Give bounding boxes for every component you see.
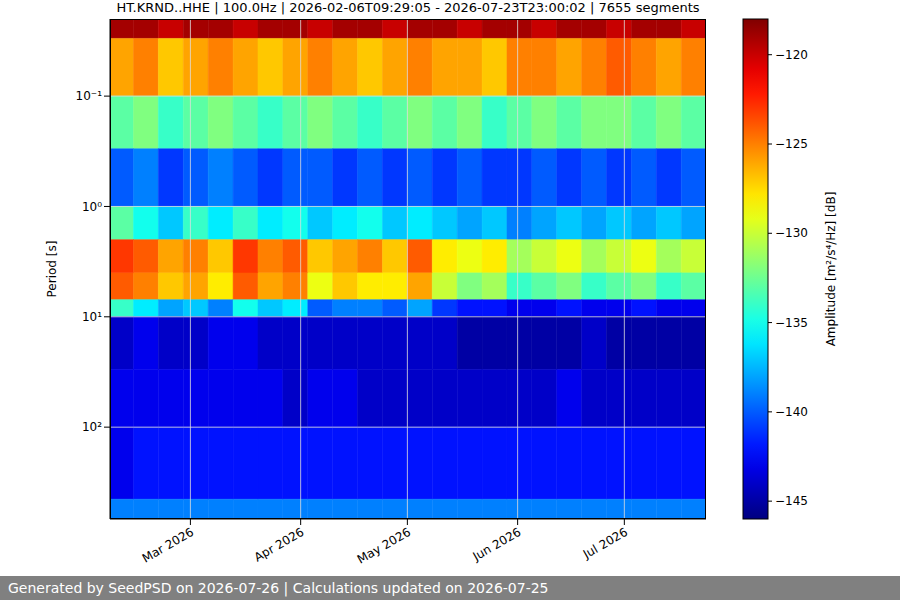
svg-text:Jun 2026: Jun 2026 xyxy=(470,525,524,564)
html-text:HT.KRND..HHE | 100.0Hz | 2026-: HT.KRND..HHE | 100.0Hz | 2026-02-06T09:2… xyxy=(116,0,700,15)
svg-text:10⁻¹: 10⁻¹ xyxy=(76,89,103,103)
svg-text:−140: −140 xyxy=(775,405,808,419)
svg-text:−125: −125 xyxy=(775,137,808,151)
svg-text:10²: 10² xyxy=(82,420,102,434)
svg-text:−130: −130 xyxy=(775,226,808,240)
svg-text:Period [s]: Period [s] xyxy=(45,241,59,298)
svg-text:−145: −145 xyxy=(775,494,808,508)
svg-text:Apr 2026: Apr 2026 xyxy=(252,525,307,565)
svg-text:May 2026: May 2026 xyxy=(355,525,413,567)
svg-text:10⁰: 10⁰ xyxy=(82,200,102,214)
svg-text:Amplitude [m²/s⁴/Hz] [dB]: Amplitude [m²/s⁴/Hz] [dB] xyxy=(824,192,838,347)
svg-text:−120: −120 xyxy=(775,48,808,62)
svg-text:Mar 2026: Mar 2026 xyxy=(140,525,196,566)
svg-text:Jul 2026: Jul 2026 xyxy=(580,525,630,562)
html-text:Generated by SeedPSD on 2026-0: Generated by SeedPSD on 2026-07-26 | Cal… xyxy=(8,580,549,596)
svg-text:10¹: 10¹ xyxy=(82,310,102,324)
svg-text:−135: −135 xyxy=(775,316,808,330)
